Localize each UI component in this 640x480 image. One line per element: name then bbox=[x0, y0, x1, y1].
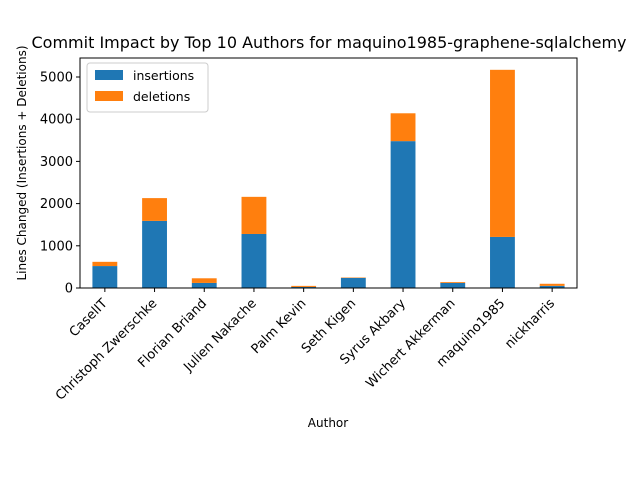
legend-label-deletions: deletions bbox=[133, 89, 190, 104]
x-tick-label-9: nickharris bbox=[502, 296, 558, 352]
x-tick-label-7: Wichert Akkerman bbox=[363, 296, 458, 391]
x-tick-label-1: Christoph Zwerschke bbox=[53, 296, 160, 403]
y-axis-label: Lines Changed (Insertions + Deletions) bbox=[15, 45, 29, 280]
bar-deletions-2 bbox=[191, 278, 217, 283]
plot-frame bbox=[79, 57, 578, 289]
bar-insertions-3 bbox=[241, 233, 267, 288]
bar-insertions-7 bbox=[440, 282, 466, 288]
bar-deletions-3 bbox=[241, 196, 267, 234]
y-axis: 0 1000 2000 3000 4000 5000 bbox=[40, 70, 80, 297]
y-tick-label-0: 0 bbox=[65, 282, 73, 297]
bar-deletions-1 bbox=[142, 198, 167, 221]
bar-deletions-8 bbox=[490, 69, 515, 237]
bar-insertions-6 bbox=[390, 141, 416, 288]
legend-swatch-deletions bbox=[95, 91, 123, 101]
legend-label-insertions: insertions bbox=[133, 68, 194, 83]
y-tick-label-1: 1000 bbox=[40, 239, 73, 254]
bar-deletions-9 bbox=[539, 283, 565, 286]
bar-insertions-4 bbox=[291, 286, 317, 288]
y-tick-label-2: 2000 bbox=[40, 197, 73, 212]
bar-insertions-2 bbox=[191, 282, 217, 288]
bar-insertions-5 bbox=[340, 277, 366, 288]
bars-layer bbox=[92, 69, 565, 288]
bar-deletions-0 bbox=[92, 261, 118, 267]
chart-title: Commit Impact by Top 10 Authors for maqu… bbox=[32, 33, 627, 52]
bar-deletions-6 bbox=[390, 113, 416, 142]
bar-insertions-0 bbox=[92, 266, 118, 288]
legend: insertions deletions bbox=[86, 62, 209, 113]
bar-insertions-1 bbox=[142, 220, 167, 288]
legend-swatch-insertions bbox=[95, 70, 123, 80]
bar-deletions-7 bbox=[440, 282, 466, 283]
bar-deletions-4 bbox=[291, 285, 317, 287]
x-axis-label: Author bbox=[308, 416, 348, 430]
y-tick-label-5: 5000 bbox=[40, 70, 73, 85]
bar-insertions-8 bbox=[490, 236, 515, 288]
bar-insertions-9 bbox=[539, 285, 565, 288]
y-tick-label-4: 4000 bbox=[40, 113, 73, 128]
y-tick-label-3: 3000 bbox=[40, 155, 73, 170]
x-tick-label-0: CaselIT bbox=[67, 296, 111, 340]
